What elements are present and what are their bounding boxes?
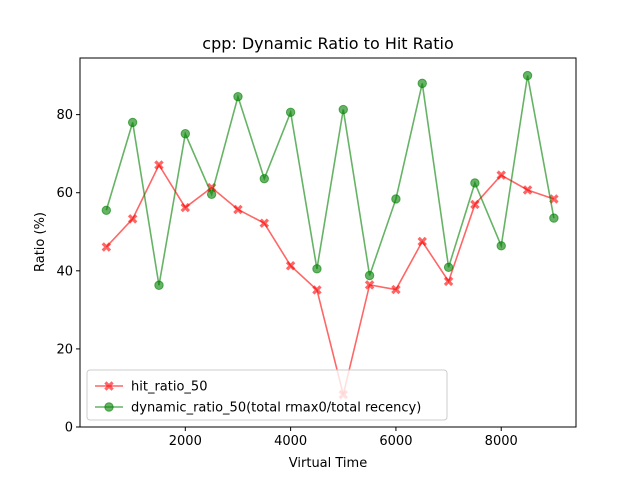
data-point xyxy=(259,173,269,184)
legend-entries: hit_ratio_50 dynamic_ratio_50(total rmax0… xyxy=(95,380,421,416)
series-line-1 xyxy=(105,75,555,286)
x-axis-label: Virtual Time xyxy=(289,456,367,471)
x-tick-label: 8000 xyxy=(485,434,518,449)
data-point xyxy=(391,284,401,295)
legend: hit_ratio_50 dynamic_ratio_50(total rmax0… xyxy=(86,369,448,421)
data-point xyxy=(154,280,164,290)
legend-entry: dynamic_ratio_50(total rmax0/total recen… xyxy=(95,401,421,416)
legend-label: hit_ratio_50 xyxy=(131,380,207,395)
data-point xyxy=(522,185,533,195)
data-point xyxy=(470,178,480,188)
data-point xyxy=(417,78,427,89)
data-point xyxy=(233,204,243,215)
data-point xyxy=(312,285,322,295)
data-point xyxy=(312,264,322,274)
data-point xyxy=(522,70,533,81)
data-point xyxy=(443,262,454,272)
series-layer xyxy=(101,70,559,400)
data-point xyxy=(364,270,375,281)
data-point xyxy=(443,276,454,287)
plot-frame xyxy=(79,57,577,428)
series-dynamic_ratio_50(total rmax0/total recency) xyxy=(101,70,559,290)
data-point xyxy=(285,261,296,271)
data-point xyxy=(549,213,559,223)
data-point xyxy=(206,189,217,199)
y-tick-label: 60 xyxy=(56,186,73,201)
data-point xyxy=(101,242,112,252)
data-point xyxy=(180,129,191,139)
legend-entry: hit_ratio_50 xyxy=(95,380,207,395)
x-tick-label: 2000 xyxy=(169,434,202,449)
data-point xyxy=(417,236,427,247)
y-tick-label: 0 xyxy=(65,421,73,436)
legend-label: dynamic_ratio_50(total rmax0/total recen… xyxy=(131,401,421,416)
data-point xyxy=(470,199,480,210)
data-point xyxy=(127,214,138,224)
y-tick-label: 80 xyxy=(56,108,73,123)
y-axis-label: Ratio (%) xyxy=(33,212,48,272)
data-point xyxy=(127,117,138,128)
legend-marker xyxy=(104,381,114,391)
y-tick-label: 20 xyxy=(56,342,73,357)
x-tick-label: 4000 xyxy=(274,434,307,449)
legend-box xyxy=(86,369,448,421)
data-point xyxy=(154,160,164,170)
data-point xyxy=(101,205,112,215)
chart-title: cpp: Dynamic Ratio to Hit Ratio xyxy=(202,34,453,53)
data-point xyxy=(391,194,401,204)
data-point xyxy=(180,202,191,213)
data-point xyxy=(338,104,348,115)
data-point xyxy=(259,218,270,228)
x-tick-label: 6000 xyxy=(379,434,412,449)
legend-marker xyxy=(104,402,114,412)
data-point xyxy=(233,91,243,102)
data-point xyxy=(285,107,296,117)
axes-layer: 2000 4000 6000 8000 0 20 40 60 80 xyxy=(56,108,517,449)
data-point xyxy=(364,280,375,290)
data-point xyxy=(496,170,506,180)
data-point xyxy=(496,241,506,251)
y-tick-label: 40 xyxy=(56,264,73,279)
series-line-0 xyxy=(105,163,555,395)
